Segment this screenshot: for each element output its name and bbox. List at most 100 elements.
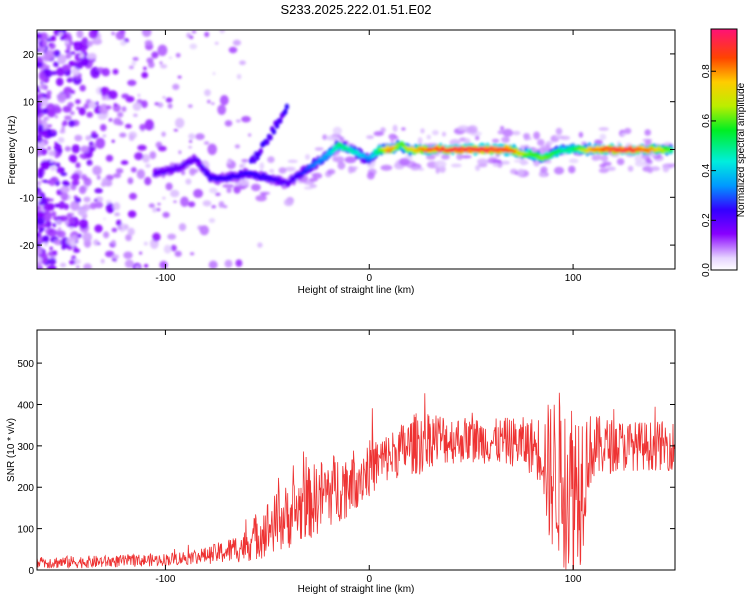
haze-blob — [537, 139, 545, 146]
noise-blob — [144, 119, 154, 131]
ridge-blob — [615, 148, 621, 151]
noise-blob — [43, 179, 48, 183]
haze-blob — [523, 144, 530, 150]
noise-blob — [55, 219, 62, 225]
ridge-blob — [289, 180, 295, 183]
noise-blob — [111, 227, 118, 233]
noise-blob — [37, 105, 42, 116]
ridge-blob — [156, 172, 162, 174]
noise-blob — [113, 173, 121, 179]
noise-blob — [46, 38, 52, 42]
noise-blob — [185, 178, 192, 185]
noise-blob — [73, 248, 81, 253]
noise-blob — [69, 260, 76, 265]
noise-blob — [207, 99, 211, 104]
haze-blob — [624, 127, 632, 135]
noise-blob — [62, 105, 72, 113]
noise-blob — [236, 74, 242, 80]
colorbar-gradient — [710, 28, 738, 271]
noise-blob — [209, 187, 218, 194]
noise-blob — [53, 61, 59, 68]
noise-blob — [58, 200, 66, 209]
noise-blob — [202, 200, 212, 207]
noise-blob — [52, 50, 56, 54]
ridge-blob — [340, 145, 346, 148]
noise-blob — [68, 217, 75, 225]
haze-blob — [327, 169, 336, 175]
haze-blob — [287, 159, 298, 163]
spectrogram-heatmap — [37, 30, 675, 269]
noise-blob — [159, 61, 163, 65]
branch-blob — [258, 148, 263, 155]
noise-blob — [190, 252, 195, 256]
ridge-blob — [489, 147, 494, 150]
noise-blob — [173, 200, 177, 203]
noise-blob — [141, 100, 148, 108]
noise-blob — [188, 104, 193, 108]
haze-blob — [450, 163, 462, 168]
ridge-blob — [305, 167, 311, 170]
noise-blob — [53, 239, 63, 246]
noise-blob — [53, 161, 58, 164]
noise-blob — [160, 64, 168, 69]
noise-blob — [146, 57, 154, 64]
ridge-blob — [218, 178, 223, 181]
noise-blob — [50, 35, 57, 42]
noise-blob — [44, 242, 49, 247]
noise-blob — [39, 200, 44, 204]
haze-blob — [269, 169, 275, 173]
haze-blob — [467, 125, 478, 133]
noise-blob — [60, 172, 68, 177]
noise-blob — [175, 53, 181, 58]
noise-blob — [70, 51, 76, 55]
haze-blob — [401, 127, 406, 131]
ridge-blob — [601, 149, 607, 152]
noise-blob — [132, 102, 142, 111]
haze-blob — [259, 162, 265, 170]
noise-blob — [47, 124, 52, 128]
noise-blob — [61, 122, 66, 127]
noise-blob — [133, 113, 138, 118]
ridge-blob — [375, 151, 380, 154]
noise-blob — [94, 224, 103, 233]
noise-blob — [37, 89, 41, 93]
noise-blob — [60, 185, 70, 193]
noise-blob — [134, 265, 141, 269]
noise-blob — [127, 227, 135, 236]
colorbar-tick-label: 0.0 — [701, 263, 712, 277]
noise-blob — [64, 115, 72, 121]
noise-blob — [87, 40, 93, 47]
ridge-blob — [621, 150, 627, 153]
haze-blob — [348, 165, 353, 174]
ridge-blob — [605, 146, 611, 150]
noise-blob — [37, 148, 42, 157]
noise-blob — [129, 192, 137, 200]
noise-blob — [58, 151, 62, 155]
branch-blob — [265, 139, 270, 146]
noise-blob — [94, 188, 103, 194]
noise-blob — [95, 137, 106, 149]
y-tick-label: 10 — [23, 98, 35, 109]
ridge-blob — [173, 168, 179, 172]
haze-blob — [501, 160, 509, 165]
branch-blob — [278, 117, 283, 124]
haze-blob — [284, 166, 296, 172]
noise-blob — [113, 117, 122, 125]
noise-blob — [76, 265, 80, 269]
haze-blob — [533, 131, 540, 140]
noise-blob — [68, 120, 75, 127]
noise-blob — [123, 224, 129, 230]
noise-blob — [120, 40, 127, 46]
noise-blob — [102, 134, 107, 138]
noise-blob — [173, 129, 178, 132]
haze-blob — [512, 130, 521, 136]
haze-blob — [267, 156, 275, 164]
noise-blob — [120, 160, 129, 165]
noise-blob — [107, 90, 118, 100]
haze-blob — [662, 165, 670, 173]
haze-blob — [500, 125, 505, 131]
ridge-blob — [534, 155, 539, 158]
noise-blob — [37, 261, 42, 268]
noise-blob — [57, 79, 62, 84]
noise-blob — [248, 133, 252, 137]
